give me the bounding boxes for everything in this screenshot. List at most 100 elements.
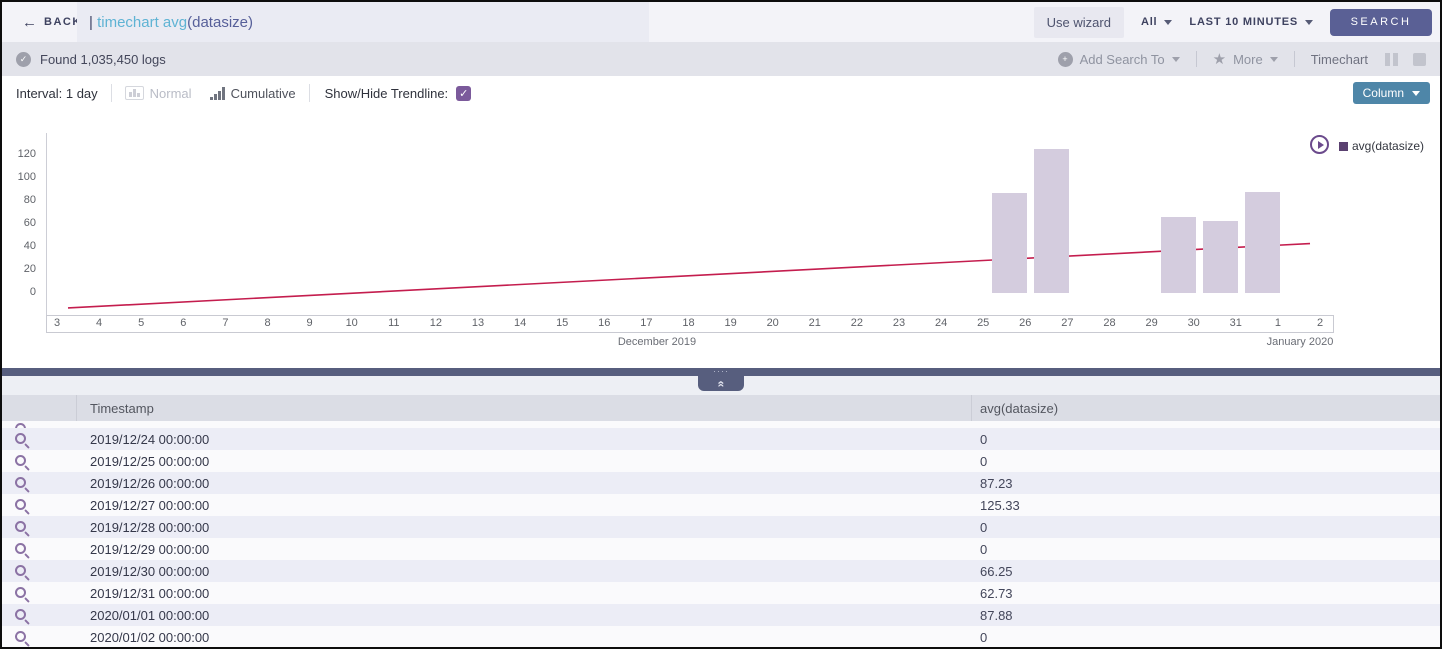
table-row[interactable]: 2019/12/24 00:00:00 0 [2,428,1440,450]
table-row[interactable]: 2019/12/27 00:00:00 125.33 [2,494,1440,516]
chart-type-dropdown[interactable]: Column [1352,82,1430,104]
interval-label: Interval: 1 day [16,85,98,101]
table-row[interactable]: 2019/12/28 00:00:00 0 [2,516,1440,538]
magnifier-icon[interactable] [15,542,26,554]
month-label: December 2019 [617,336,697,348]
trendline-label: Show/Hide Trendline: [324,85,449,101]
x-axis-strip [46,315,1334,333]
magnifier-icon[interactable] [15,432,26,444]
x-tick-label: 12 [429,317,443,329]
query-command: timechart avg [97,13,188,31]
collapse-panel-button[interactable]: « [698,376,744,391]
scope-dropdown[interactable]: All [1140,16,1173,28]
magnifier-icon[interactable] [15,498,26,510]
table-row[interactable]: 2019/12/25 00:00:00 0 [2,450,1440,472]
y-tick-label: 80 [23,194,36,206]
status-left: ✓ Found 1,035,450 logs [16,51,166,67]
back-button[interactable]: ← BACK [2,15,80,30]
x-tick-label: 25 [977,317,990,329]
magnifier-icon[interactable] [15,520,26,532]
chevron-down-icon [1305,19,1313,25]
row-icon-cell [2,454,77,469]
x-tick-label: 20 [766,317,779,329]
x-tick-label: 17 [640,317,653,329]
row-icon-cell [2,630,77,645]
star-icon: ★ [1212,50,1227,68]
row-icon-cell [2,498,77,513]
scope-value: All [1140,16,1158,28]
magnifier-icon[interactable] [15,586,26,598]
divider-bar[interactable]: ···· [2,367,1440,376]
play-icon[interactable] [1310,135,1329,154]
y-tick-label: 20 [23,263,36,275]
timestamp-cell: 2019/12/31 00:00:00 [90,585,210,601]
table-row[interactable]: 2020/01/01 00:00:00 87.88 [2,604,1440,626]
magnifier-icon[interactable] [15,608,26,620]
results-table: Timestamp avg(datasize) 2019/12/24 00:00… [2,395,1440,647]
timestamp-cell: 2019/12/28 00:00:00 [90,519,210,535]
use-wizard-button[interactable]: Use wizard [1033,6,1124,38]
x-tick-label: 23 [892,317,906,329]
legend-item[interactable]: avg(datasize) [1339,139,1424,153]
x-tick-label: 10 [345,317,358,329]
search-button[interactable]: SEARCH [1330,8,1432,36]
chart-bar[interactable] [992,192,1028,293]
query-argument: (datasize) [187,13,253,31]
trendline-checkbox[interactable]: ✓ [456,85,472,101]
x-tick-label: 28 [1103,317,1116,329]
magnifier-icon[interactable] [15,423,26,428]
time-range-dropdown[interactable]: LAST 10 MINUTES [1189,16,1313,28]
value-cell: 0 [980,519,988,535]
chart-bar[interactable] [1034,148,1070,293]
x-tick-label: 4 [96,317,103,329]
row-icon-cell [2,520,77,535]
collapse-chevrons-icon: « [714,380,728,387]
more-dropdown[interactable]: ★ More [1213,52,1278,67]
table-row-partial[interactable] [2,421,1440,428]
cumulative-mode-button[interactable]: Cumulative [209,85,296,101]
row-icon-cell [2,608,77,623]
x-tick-label: 27 [1061,317,1074,329]
normal-chart-icon [124,86,144,100]
search-query-input[interactable]: | timechart avg (datasize) [77,2,649,42]
chart-bar[interactable] [1160,216,1196,293]
add-search-to-dropdown[interactable]: + Add Search To [1057,51,1180,67]
x-tick-label: 14 [513,317,527,329]
table-row[interactable]: 2019/12/30 00:00:00 66.25 [2,560,1440,582]
x-tick-label: 29 [1145,317,1158,329]
time-range-value: LAST 10 MINUTES [1189,16,1298,28]
value-cell: 0 [980,541,988,557]
y-tick-label: 120 [17,148,36,160]
magnifier-icon[interactable] [15,476,26,488]
table-view-toggle-icon[interactable] [1413,52,1426,66]
table-row[interactable]: 2019/12/26 00:00:00 87.23 [2,472,1440,494]
value-cell: 0 [980,629,988,645]
table-row[interactable]: 2020/01/02 00:00:00 0 [2,626,1440,647]
y-axis-line [46,133,47,315]
table-row[interactable]: 2019/12/31 00:00:00 62.73 [2,582,1440,604]
header-icon-column [2,395,77,421]
divider [308,84,310,102]
cumulative-label: Cumulative [230,85,296,101]
x-tick-label: 21 [808,317,821,329]
y-tick-label: 40 [23,240,36,252]
top-bar: ← BACK | timechart avg (datasize) Use wiz… [2,2,1440,42]
chart-bar[interactable] [1244,191,1280,293]
chevron-down-icon [1412,90,1420,96]
timestamp-cell: 2019/12/24 00:00:00 [90,431,210,447]
y-tick-label: 60 [23,217,36,229]
normal-mode-button[interactable]: Normal [124,86,192,101]
magnifier-icon[interactable] [15,630,26,642]
row-icon-cell [2,476,77,491]
header-timestamp: Timestamp [77,395,972,421]
magnifier-icon[interactable] [15,564,26,576]
value-cell: 87.23 [980,475,1013,491]
chart-view-toggle-icon[interactable] [1385,52,1398,66]
chart-bar[interactable] [1202,220,1238,293]
timestamp-cell: 2019/12/26 00:00:00 [90,475,210,491]
x-tick-label: 26 [1019,317,1032,329]
row-icon-cell [2,564,77,579]
magnifier-icon[interactable] [15,454,26,466]
table-row[interactable]: 2019/12/29 00:00:00 0 [2,538,1440,560]
divider [1293,51,1295,67]
